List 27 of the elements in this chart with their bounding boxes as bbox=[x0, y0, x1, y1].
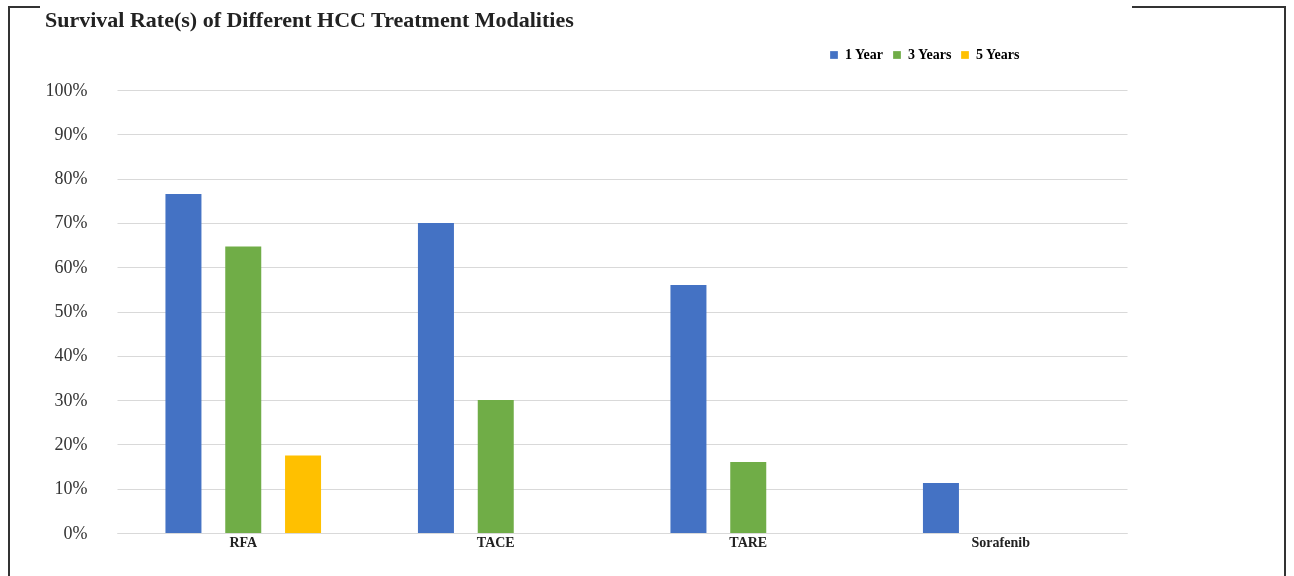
y-tick-label: 0% bbox=[63, 522, 88, 543]
chart-title: Survival Rate(s) of Different HCC Treatment Modalities bbox=[45, 7, 575, 32]
legend-label: 5 Years bbox=[976, 47, 1020, 62]
y-tick-label: 30% bbox=[54, 389, 88, 410]
y-tick-label: 70% bbox=[54, 212, 88, 233]
bar bbox=[417, 222, 454, 533]
bar bbox=[225, 246, 262, 533]
bar bbox=[730, 462, 767, 533]
y-tick-label: 40% bbox=[54, 345, 88, 366]
x-tick-label: TACE bbox=[476, 534, 515, 550]
bar bbox=[670, 284, 707, 533]
x-tick-label: RFA bbox=[229, 534, 259, 550]
y-tick-label: 90% bbox=[54, 123, 88, 144]
bar bbox=[922, 482, 959, 533]
legend-label: 1 Year bbox=[845, 47, 883, 62]
legend-label: 3 Years bbox=[908, 47, 952, 62]
y-tick-label: 20% bbox=[54, 433, 88, 454]
y-tick-label: 60% bbox=[54, 256, 88, 277]
x-tick-label: TARE bbox=[729, 534, 768, 550]
bar bbox=[285, 455, 322, 533]
bar bbox=[477, 400, 514, 533]
y-tick-label: 100% bbox=[45, 79, 88, 100]
y-tick-label: 10% bbox=[54, 478, 88, 499]
y-tick-label: 80% bbox=[54, 168, 88, 189]
bar bbox=[165, 194, 202, 533]
y-tick-label: 50% bbox=[54, 301, 88, 321]
x-tick-label: Sorafenib bbox=[971, 534, 1031, 550]
